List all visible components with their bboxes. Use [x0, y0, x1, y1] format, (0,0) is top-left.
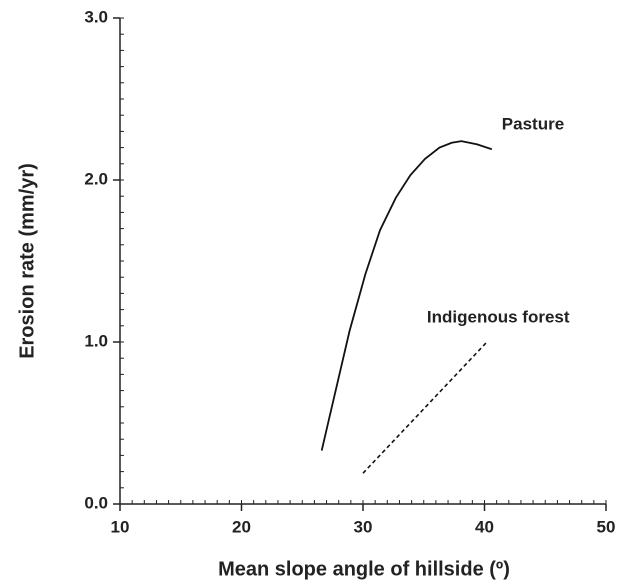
- y-tick-label: 1.0: [84, 331, 108, 350]
- x-tick-label: 30: [354, 517, 373, 536]
- series-label: Indigenous forest: [427, 307, 570, 326]
- series-label: Pasture: [502, 115, 564, 134]
- y-tick-label: 2.0: [84, 169, 108, 188]
- x-axis-title: Mean slope angle of hillside (º): [218, 558, 510, 580]
- y-axis-title: Erosion rate (mm/yr): [16, 163, 38, 359]
- series-line: [320, 140, 493, 451]
- x-tick-label: 10: [111, 517, 130, 536]
- y-tick-label: 0.0: [84, 493, 108, 512]
- x-tick-label: 50: [597, 517, 616, 536]
- series-line: [362, 341, 488, 474]
- x-tick-label: 40: [475, 517, 494, 536]
- x-tick-label: 20: [232, 517, 251, 536]
- y-tick-label: 3.0: [84, 7, 108, 26]
